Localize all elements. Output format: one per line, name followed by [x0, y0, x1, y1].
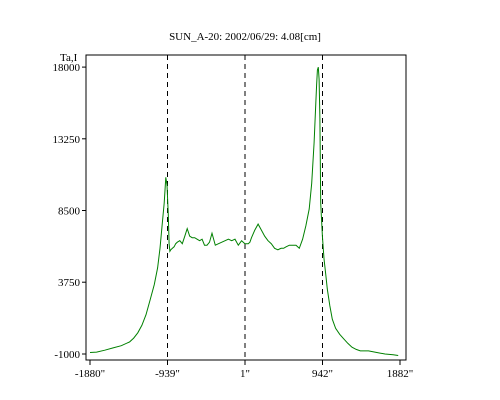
y-tick-label: 3750	[58, 277, 81, 289]
y-tick-label: 8500	[58, 206, 81, 218]
x-tick-label: 1"	[240, 368, 250, 380]
x-tick-label: 942"	[312, 368, 333, 380]
x-tick-label: 1882"	[387, 368, 414, 380]
y-tick-label: 18000	[53, 62, 81, 74]
y-axis-label: Ta,I	[60, 52, 78, 64]
x-tick-label: -1880"	[75, 368, 105, 380]
plot-frame	[85, 54, 407, 361]
series-line	[89, 66, 399, 356]
y-tick-label: -1000	[54, 349, 80, 361]
chart-title: SUN_A-20: 2002/06/29: 4.08[cm]	[169, 31, 321, 43]
x-tick-label: -939"	[155, 368, 180, 380]
y-tick-label: 13250	[53, 134, 81, 146]
